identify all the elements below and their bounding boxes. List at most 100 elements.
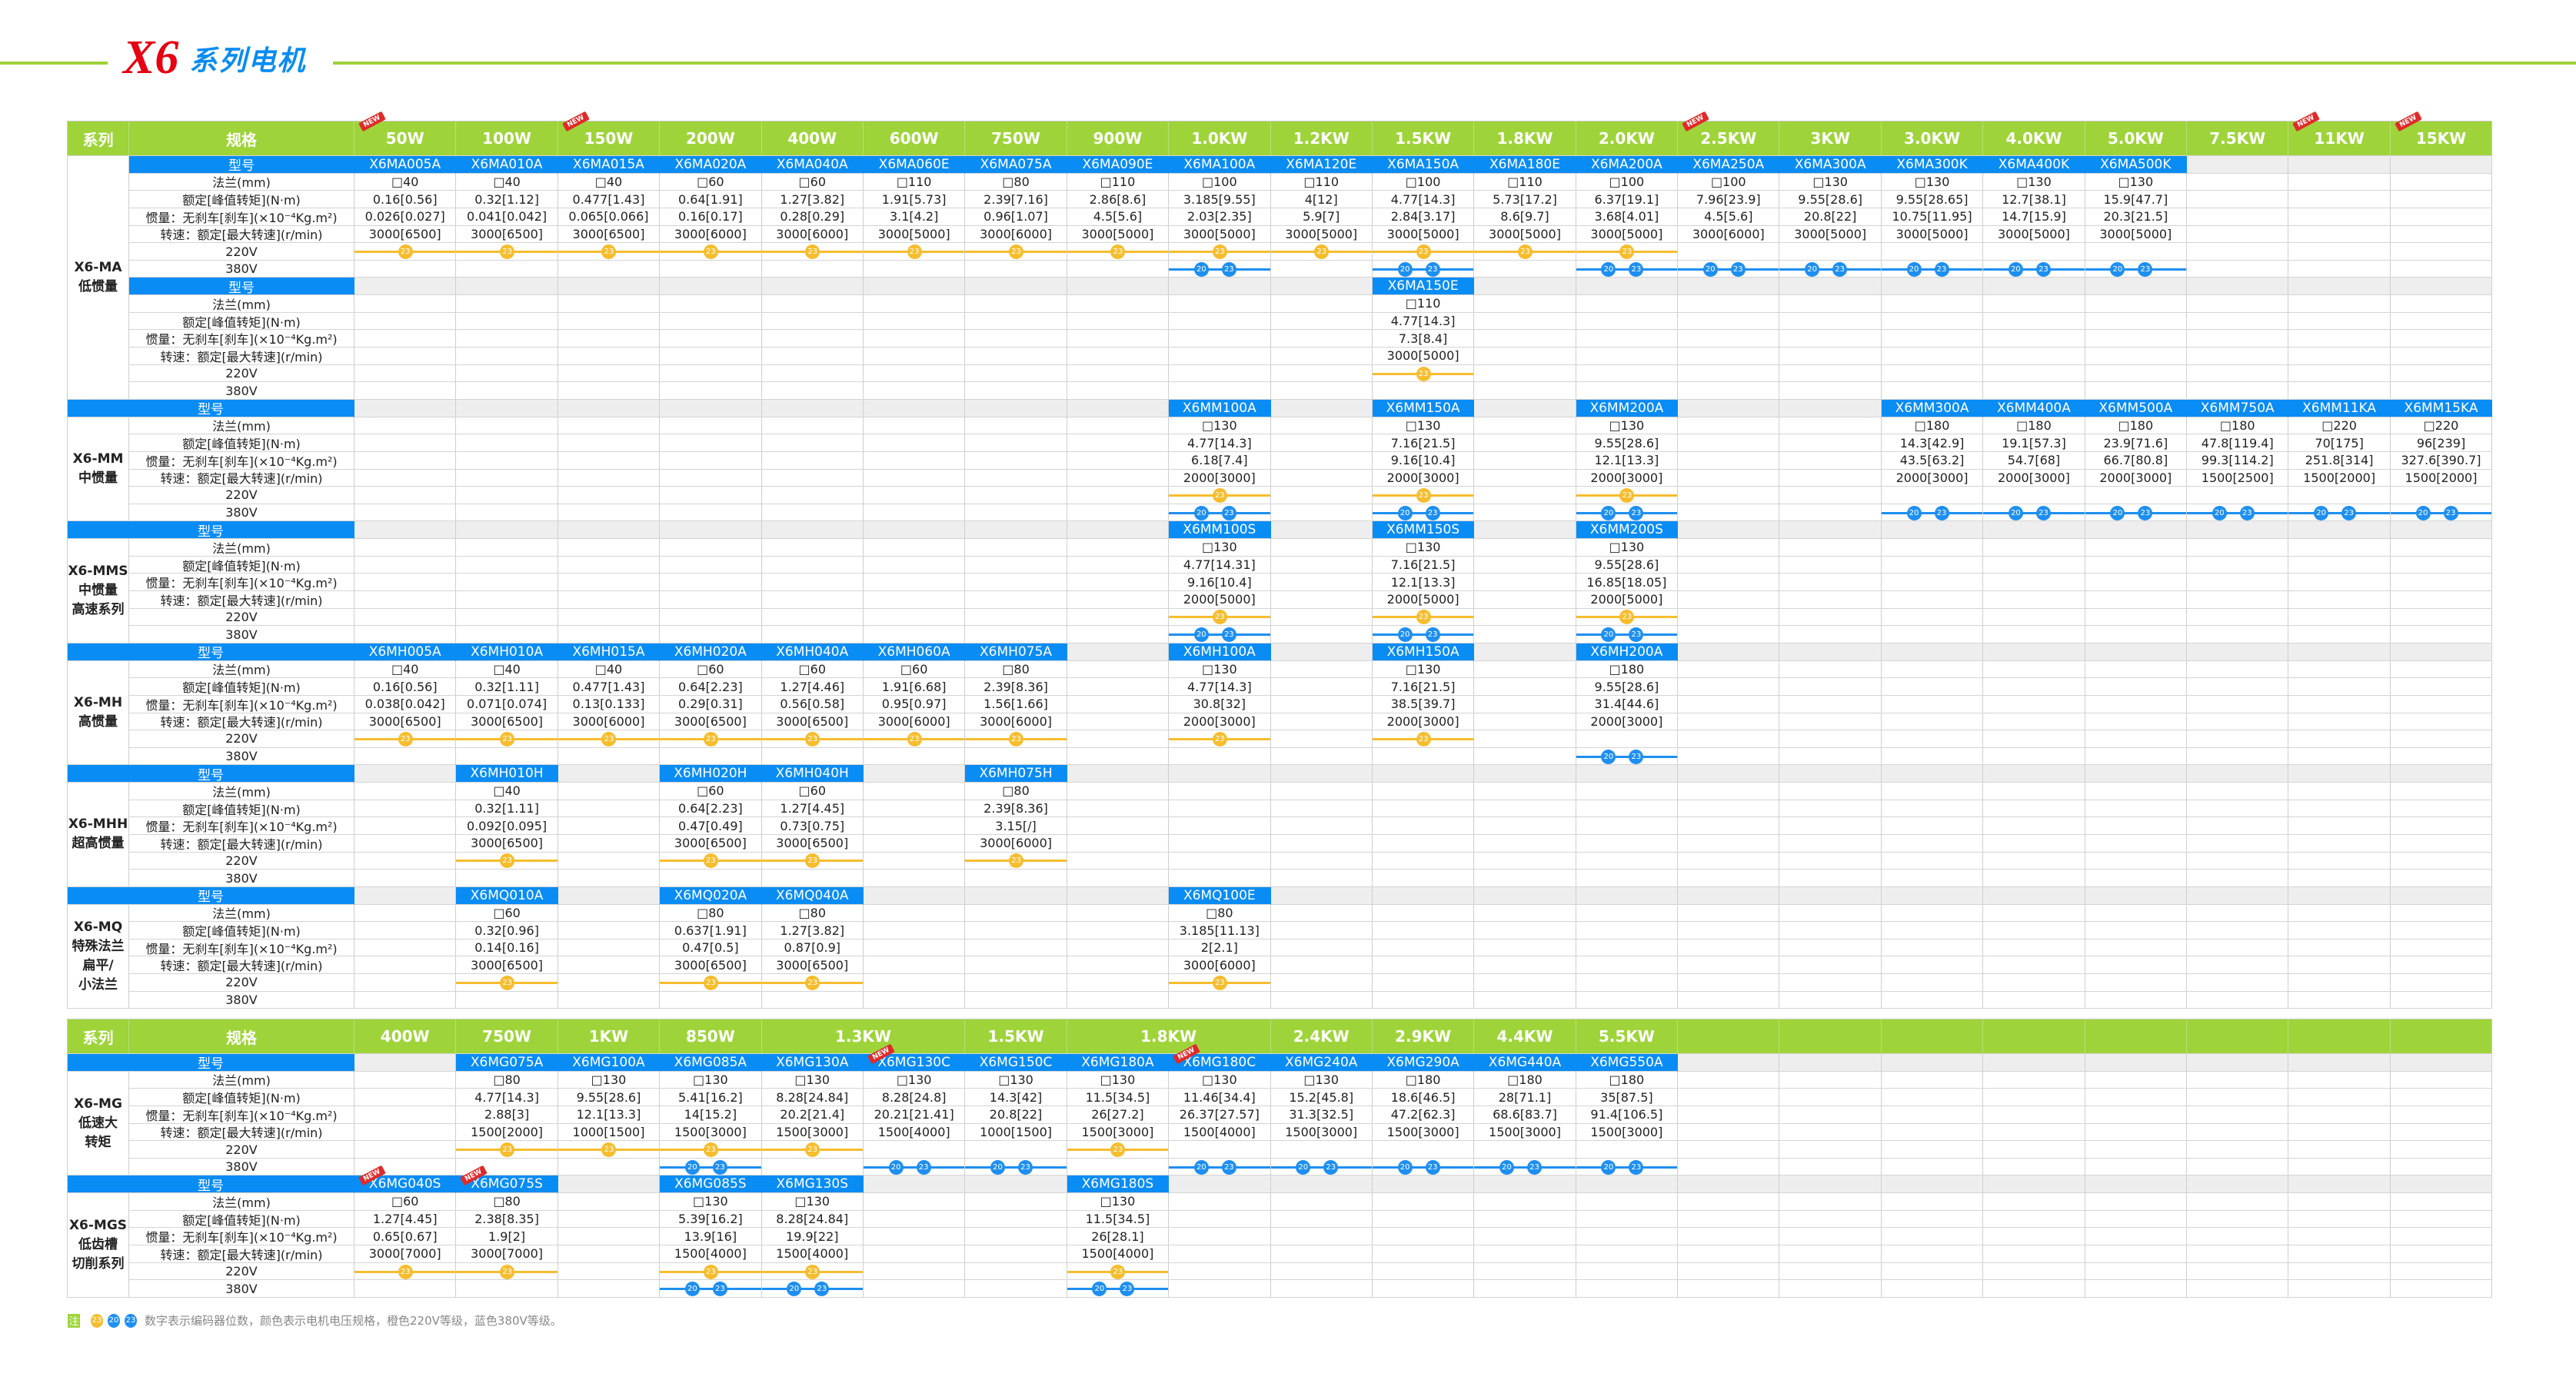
empty-cell (1678, 904, 1780, 923)
new-badge: NEW (561, 111, 590, 132)
empty-cell (456, 382, 558, 400)
empty-cell (2187, 1262, 2289, 1281)
empty-cell (1067, 626, 1170, 643)
spec-label-torque: 额定[峰值转矩](N·m) (129, 556, 354, 574)
model-cell-empty (1678, 886, 1780, 905)
empty-cell (965, 347, 1067, 365)
empty-cell (1372, 1245, 1475, 1263)
empty-cell (2187, 800, 2289, 818)
empty-cell (354, 817, 457, 835)
spec-value: 15.2[45.8] (1270, 1089, 1373, 1106)
empty-cell (1881, 1245, 1984, 1263)
model-cell-empty (1576, 278, 1679, 296)
spec-value: 1000[1500] (557, 1123, 661, 1142)
spec-value: 3000[5000] (1067, 225, 1170, 244)
empty-cell (1678, 852, 1780, 870)
voltage-220-cell (1881, 243, 1984, 261)
new-badge: NEW (1682, 111, 1709, 132)
model-row-label: 型号 (68, 1054, 354, 1072)
spec-value: 20.8[22] (965, 1106, 1067, 1124)
empty-cell (1270, 870, 1373, 887)
empty-cell (1372, 974, 1475, 992)
empty-cell (2390, 364, 2493, 383)
model-row-label: 型号 (68, 765, 354, 783)
spec-value: 2.39[8.36] (965, 678, 1067, 696)
spec-value: 9.16[10.4] (1169, 574, 1271, 592)
empty-cell (1779, 922, 1882, 939)
spec-value: 2.39[8.36] (965, 800, 1067, 818)
empty-cell (761, 417, 864, 435)
encoder-bits-badge: 20 (1193, 505, 1209, 520)
encoder-bits-badge: 23 (1425, 505, 1440, 520)
spec-label-v380: 380V (129, 382, 354, 400)
empty-cell (1270, 713, 1373, 731)
spec-value: 16.85[18.05] (1576, 574, 1679, 592)
voltage-380-cell (1067, 1158, 1170, 1176)
spec-value: 7.16[21.5] (1372, 678, 1475, 696)
empty-cell (1067, 504, 1170, 522)
empty-cell (2288, 852, 2391, 870)
voltage-220-cell: 23 (354, 730, 457, 748)
voltage-380-cell: 20 23 (1576, 626, 1679, 643)
empty-cell (1474, 382, 1576, 400)
empty-cell (1983, 991, 2085, 1009)
model-cell-empty (1779, 765, 1882, 783)
new-badge: NEW (2394, 111, 2422, 132)
spec-label-speed: 转速：额定[最大转速](r/min) (129, 591, 354, 609)
model-cell-empty (2390, 521, 2493, 540)
model-cell-empty (1474, 643, 1576, 661)
encoder-bits-badge: 23 (1517, 244, 1533, 260)
header-power-blank (2187, 1019, 2289, 1054)
header-spec: 规格 (129, 1019, 354, 1054)
empty-cell (1881, 1228, 1984, 1246)
model-cell-empty (1270, 886, 1373, 905)
empty-cell (2085, 1228, 2188, 1246)
empty-cell (863, 556, 966, 574)
empty-cell (1881, 956, 1984, 975)
empty-cell (1983, 382, 2085, 400)
spec-value: 7.96[23.9] (1678, 191, 1780, 208)
model-cell-empty (2390, 643, 2493, 661)
empty-cell (2288, 730, 2391, 748)
empty-cell (2187, 991, 2289, 1009)
model-cell: X6MM100S (1169, 521, 1271, 540)
empty-cell (1067, 312, 1170, 331)
spec-value: 99.3[114.2] (2187, 451, 2289, 470)
empty-cell (2288, 956, 2391, 975)
empty-cell (660, 608, 762, 627)
spec-value: □130 (660, 1193, 762, 1211)
spec-value: 12.1[13.3] (1576, 451, 1679, 470)
encoder-bits-badge: 23 (2035, 261, 2051, 277)
empty-cell (1779, 608, 1882, 627)
model-cell: X6MH010H (456, 765, 558, 783)
empty-cell (2085, 852, 2188, 870)
empty-cell (1678, 434, 1780, 452)
empty-cell (2288, 1245, 2391, 1263)
empty-cell (557, 904, 661, 923)
spec-value: 3000[6000] (863, 713, 966, 731)
model-cell: X6MA020A (660, 156, 762, 174)
spec-value: 0.041[0.042] (456, 208, 558, 226)
empty-cell (1678, 469, 1780, 487)
empty-cell (1474, 974, 1576, 992)
model-cell-empty (1270, 643, 1373, 661)
model-cell: X6MG075S NEW (456, 1166, 558, 1194)
empty-cell (2288, 747, 2391, 766)
model-cell-empty (761, 278, 864, 296)
spec-value: 9.55[28.6] (557, 1089, 661, 1106)
empty-cell (965, 469, 1067, 487)
new-badge: NEW (358, 111, 386, 132)
empty-cell (1270, 347, 1373, 365)
empty-cell (1678, 556, 1780, 574)
empty-cell (965, 991, 1067, 1009)
model-cell: X6MM500A (2085, 399, 2188, 417)
encoder-bits-badge: 20 (684, 1282, 700, 1297)
empty-cell (660, 417, 762, 435)
model-cell: X6MQ010A (456, 886, 558, 905)
spec-value: 3000[6000] (557, 713, 661, 731)
model-cell-empty (1779, 643, 1882, 661)
header-power-15KW: 15KW NEW (2390, 111, 2493, 156)
empty-cell (2288, 173, 2391, 191)
spec-value: 1500[3000] (1067, 1123, 1170, 1142)
empty-cell (863, 1280, 966, 1298)
